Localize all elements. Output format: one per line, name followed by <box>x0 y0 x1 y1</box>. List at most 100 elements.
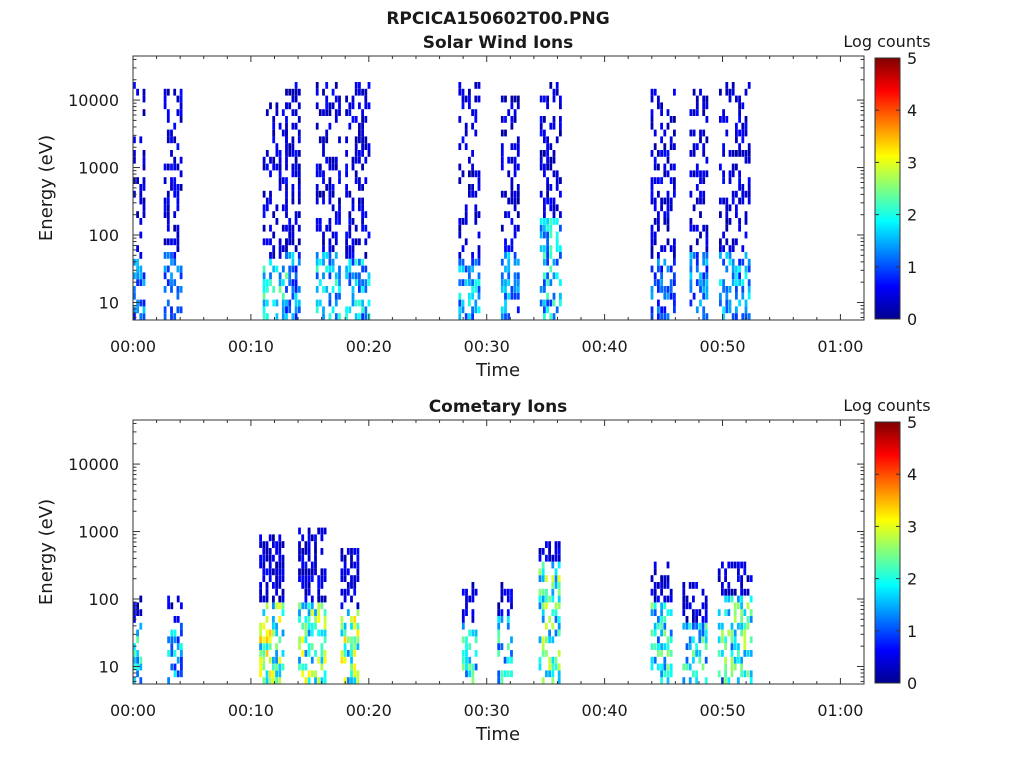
spectrogram-cell <box>733 602 737 610</box>
spectrogram-cell <box>338 279 341 286</box>
spectrogram-cell <box>281 575 285 582</box>
spectrogram-cell <box>281 129 285 137</box>
spectrogram-cell <box>543 211 546 218</box>
spectrogram-cell <box>294 265 298 273</box>
spectrogram-cell <box>673 299 676 307</box>
spectrogram-cell <box>262 238 266 246</box>
spectrogram-cell <box>701 622 705 630</box>
spectrogram-cell <box>310 670 314 678</box>
spectrogram-cell <box>328 156 332 164</box>
spectrogram-cell <box>281 602 285 610</box>
spectrogram-cell <box>345 272 348 280</box>
spectrogram-cell <box>738 265 741 273</box>
spectrogram-cell <box>166 211 170 218</box>
spectrogram-cell <box>304 616 308 623</box>
spectrogram-cell <box>294 272 298 280</box>
spectrogram-cell <box>133 177 136 184</box>
spectrogram-cell <box>500 163 504 171</box>
spectrogram-cell <box>334 116 338 123</box>
spectrogram-cell <box>291 292 295 300</box>
spectrogram-cell <box>471 252 474 259</box>
spectrogram-cell <box>142 109 146 116</box>
spectrogram-cell <box>722 109 725 116</box>
spectrogram-cell <box>510 197 514 205</box>
spectrogram-cell <box>294 292 298 300</box>
spectrogram-cell <box>552 122 556 130</box>
spectrogram-cell <box>468 265 471 273</box>
spectrogram-cell <box>315 102 319 110</box>
spectrogram-cell <box>543 218 546 225</box>
spectrogram-cell <box>351 292 355 300</box>
spectrogram-cell <box>746 650 750 657</box>
spectrogram-cell <box>663 616 667 623</box>
colorbar-tick-label: 5 <box>907 413 917 432</box>
spectrogram-cell <box>458 143 462 150</box>
spectrogram-cell <box>539 150 543 157</box>
spectrogram-cell <box>741 286 745 293</box>
spectrogram-cell <box>275 299 279 307</box>
spectrogram-cell <box>265 636 269 644</box>
spectrogram-cell <box>743 561 747 569</box>
spectrogram-cell <box>744 299 748 307</box>
spectrogram-cell <box>513 279 517 286</box>
spectrogram-cell <box>351 238 355 246</box>
spectrogram-cell <box>747 197 751 205</box>
spectrogram-cell <box>735 150 738 157</box>
spectrogram-cell <box>461 622 465 630</box>
spectrogram-cell <box>262 636 266 644</box>
spectrogram-cell <box>272 602 275 610</box>
spectrogram-cell <box>685 643 689 650</box>
spectrogram-cell <box>660 602 663 610</box>
spectrogram-cell <box>689 272 693 280</box>
spectrogram-cell <box>315 224 319 232</box>
spectrogram-cell <box>557 548 561 555</box>
spectrogram-cell <box>139 299 143 307</box>
spectrogram-cell <box>301 568 305 576</box>
spectrogram-cell <box>660 616 663 623</box>
spectrogram-cell <box>695 609 698 616</box>
spectrogram-cell <box>724 677 727 684</box>
spectrogram-cell <box>334 252 338 259</box>
spectrogram-cell <box>310 595 314 603</box>
spectrogram-cell <box>133 156 136 164</box>
spectrogram-cell <box>541 616 545 623</box>
spectrogram-cell <box>136 629 139 637</box>
spectrogram-cell <box>737 677 740 684</box>
x-tick-label: 00:40 <box>582 337 628 356</box>
spectrogram-cell <box>133 306 136 314</box>
spectrogram-cell <box>358 299 361 307</box>
spectrogram-cell <box>666 156 670 164</box>
spectrogram-cell <box>294 306 298 314</box>
spectrogram-cell <box>663 313 667 320</box>
spectrogram-cell <box>747 177 751 184</box>
spectrogram-cell <box>285 204 288 212</box>
spectrogram-cell <box>650 292 654 300</box>
spectrogram-cell <box>663 602 667 610</box>
spectrogram-cell <box>331 306 335 314</box>
spectrogram-cell <box>500 150 504 157</box>
spectrogram-cell <box>548 616 551 623</box>
spectrogram-cell <box>358 150 361 157</box>
spectrogram-cell <box>278 163 282 171</box>
spectrogram-cell <box>731 88 735 96</box>
spectrogram-cell <box>294 286 298 293</box>
spectrogram-cell <box>541 575 545 582</box>
spectrogram-cell <box>504 116 507 123</box>
spectrogram-cell <box>272 129 276 137</box>
spectrogram-cell <box>746 670 750 678</box>
spectrogram-cell <box>738 170 741 178</box>
spectrogram-cell <box>477 177 481 184</box>
spectrogram-cell <box>673 177 676 184</box>
spectrogram-cell <box>170 150 173 157</box>
spectrogram-cell <box>361 197 364 205</box>
spectrogram-cell <box>173 616 177 623</box>
x-tick-label: 00:20 <box>346 337 392 356</box>
spectrogram-cell <box>262 568 266 576</box>
spectrogram-cell <box>170 286 173 293</box>
spectrogram-cell <box>743 670 747 678</box>
spectrogram-cell <box>281 299 285 307</box>
spectrogram-cell <box>682 663 686 671</box>
spectrogram-cell <box>657 286 660 293</box>
spectrogram-cell <box>307 609 311 616</box>
spectrogram-cell <box>272 568 275 576</box>
